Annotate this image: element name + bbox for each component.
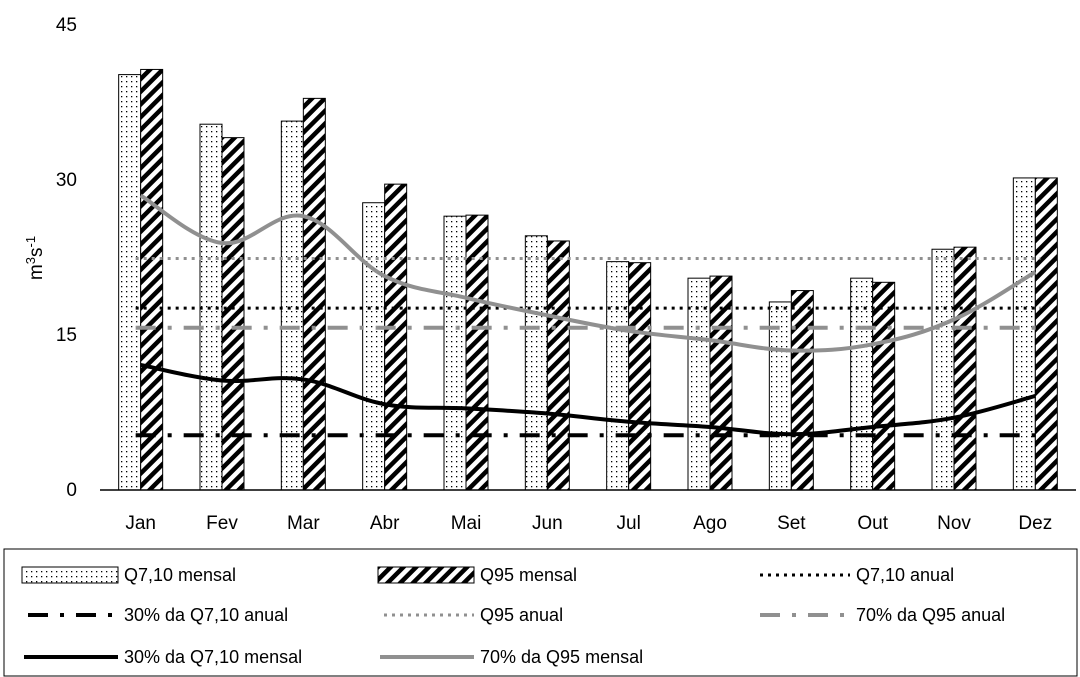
x-tick-label: Abr bbox=[370, 513, 400, 534]
x-tick-label: Nov bbox=[937, 513, 971, 534]
x-tick-label: Ago bbox=[693, 513, 727, 534]
x-tick-label: Mar bbox=[287, 513, 320, 534]
y-tick-label: 45 bbox=[56, 15, 77, 36]
x-tick-label: Jun bbox=[532, 513, 563, 534]
y-axis-label: m3s-1 bbox=[23, 236, 47, 280]
bar-diagonal bbox=[953, 246, 977, 491]
bar-dots bbox=[606, 261, 630, 491]
bar-diagonal bbox=[790, 290, 814, 491]
bar-diagonal bbox=[465, 214, 489, 491]
legend-swatch bbox=[377, 566, 475, 584]
legend-label: Q7,10 mensal bbox=[124, 565, 236, 585]
bar-dots bbox=[524, 235, 548, 491]
bar-dots bbox=[1012, 177, 1036, 491]
bar-dots bbox=[850, 277, 874, 491]
legend-swatch bbox=[21, 566, 119, 584]
x-tick-label: Jul bbox=[617, 513, 641, 534]
bar-dots bbox=[118, 74, 142, 491]
bar-dots bbox=[443, 215, 467, 491]
legend-label: Q95 mensal bbox=[480, 565, 577, 585]
series-line bbox=[140, 363, 1036, 437]
x-axis: Jan Fev Mar Abr Mai Jun Jul Ago Set Out Nov Dez bbox=[100, 489, 1076, 534]
bar-diagonal bbox=[1034, 177, 1058, 491]
reference-lines bbox=[135, 257, 1041, 438]
x-tick-label: Out bbox=[857, 513, 888, 534]
bars bbox=[118, 68, 1058, 491]
bar-diagonal bbox=[872, 281, 896, 491]
series-lines bbox=[139, 193, 1037, 437]
legend-label: 30% da Q7,10 anual bbox=[124, 605, 288, 625]
x-tick-label: Dez bbox=[1018, 513, 1052, 534]
bar-dots bbox=[362, 202, 386, 491]
legend-label: Q95 anual bbox=[480, 605, 563, 625]
bar-dots bbox=[768, 301, 792, 491]
y-tick-label: 30 bbox=[56, 170, 77, 191]
y-tick-label: 15 bbox=[56, 325, 77, 346]
bar-diagonal bbox=[546, 240, 570, 491]
legend-label: 70% da Q95 anual bbox=[856, 605, 1005, 625]
legend: Q7,10 mensal Q95 mensal Q7,10 anual 30% da … bbox=[3, 548, 1078, 677]
bar-diagonal bbox=[140, 68, 164, 491]
y-tick-label: 0 bbox=[66, 480, 77, 501]
x-tick-label: Mai bbox=[451, 513, 482, 534]
bar-dots bbox=[931, 248, 955, 491]
bar-diagonal bbox=[628, 262, 652, 491]
y-axis: 0 15 30 45 bbox=[56, 15, 77, 501]
legend-box bbox=[3, 548, 1078, 677]
legend-label: Q7,10 anual bbox=[856, 565, 954, 585]
series-line bbox=[139, 193, 1037, 353]
x-tick-label: Fev bbox=[206, 513, 238, 534]
bar-dots bbox=[687, 277, 711, 491]
legend-label: 70% da Q95 mensal bbox=[480, 647, 643, 667]
bar-diagonal bbox=[302, 97, 326, 491]
bar-diagonal bbox=[384, 183, 408, 491]
x-tick-label: Jan bbox=[125, 513, 156, 534]
x-tick-label: Set bbox=[777, 513, 806, 534]
legend-label: 30% da Q7,10 mensal bbox=[124, 647, 302, 667]
